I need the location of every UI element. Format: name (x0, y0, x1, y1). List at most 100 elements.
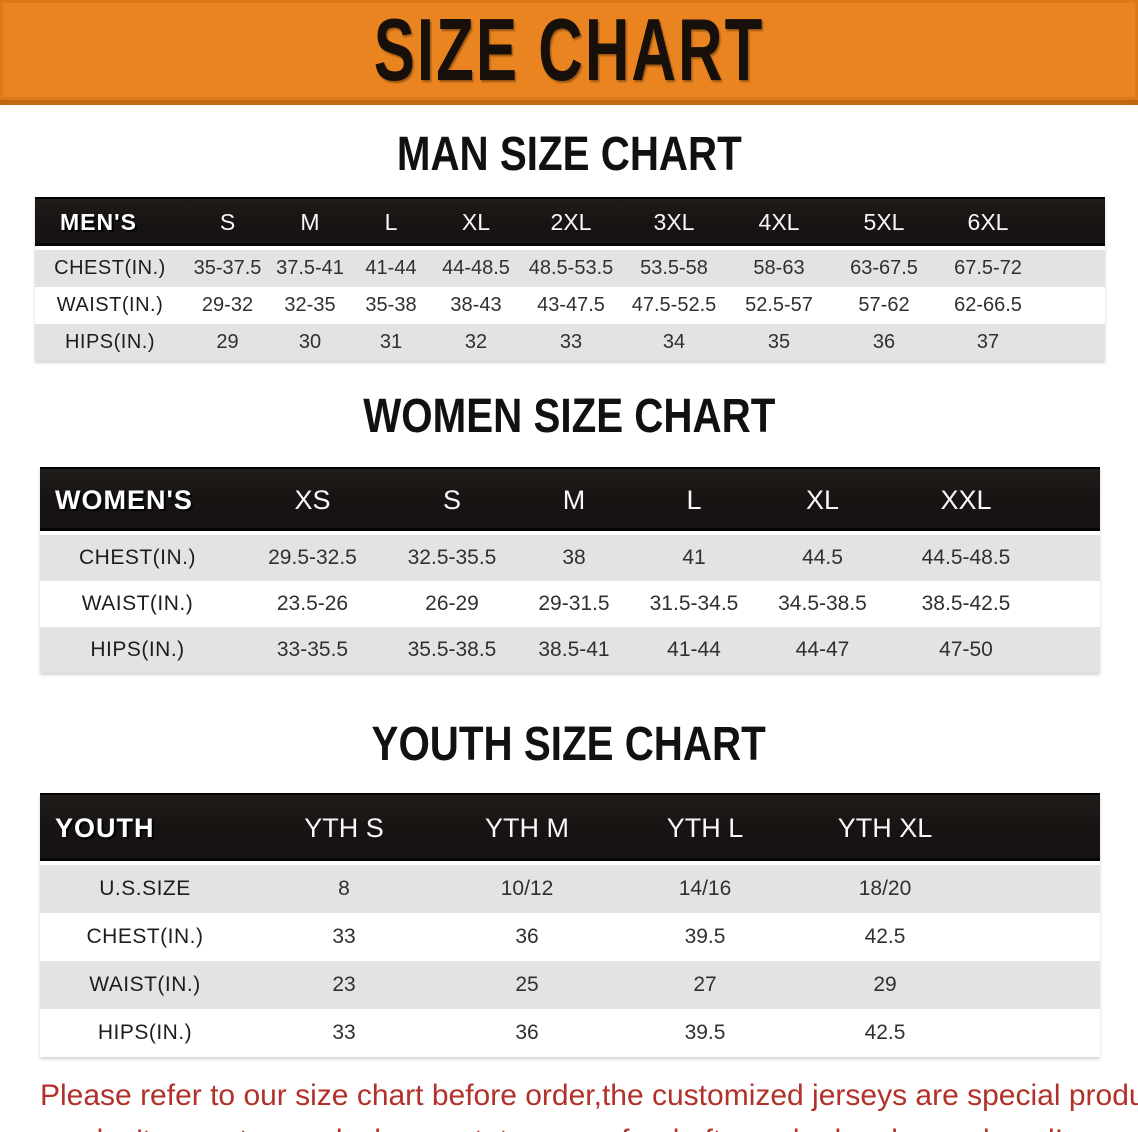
spacer-cell (976, 863, 1100, 913)
womens-header-row: WOMEN'S XS S M L XL XXL (40, 467, 1100, 535)
size-value: 29.5-32.5 (235, 533, 390, 581)
size-value: 62-66.5 (954, 294, 1022, 316)
size-value: 44.5-48.5 (891, 533, 1041, 581)
mens-corner-label: MEN'S (35, 197, 185, 250)
size-value: 25 (438, 961, 616, 1009)
size-value: 26-29 (425, 592, 479, 615)
womens-size-header: M (514, 467, 634, 535)
size-value: 67.5-72 (936, 248, 1040, 287)
spacer-cell (976, 961, 1100, 1009)
youth-size-header: YTH M (438, 793, 616, 865)
disclaimer-line-1: Please refer to our size chart before or… (40, 1079, 1138, 1112)
size-value: 36 (832, 324, 936, 361)
size-value: 47.5-52.5 (631, 294, 717, 316)
row-label: HIPS(IN.) (97, 1021, 193, 1044)
size-value: 52.5-57 (745, 294, 813, 316)
size-value: 53.5-58 (622, 248, 726, 287)
size-value: 29 (185, 324, 270, 361)
mens-size-header: 2XL (520, 197, 622, 250)
size-value: 33 (520, 324, 622, 361)
size-value: 35-37.5 (185, 248, 270, 287)
row-label: U.S.SIZE (40, 863, 250, 913)
spacer-cell (1040, 287, 1105, 324)
size-value: 39.5 (684, 1021, 726, 1044)
youth-size-table: YOUTH YTH S YTH M YTH L YTH XL U.S.SIZE … (40, 793, 1100, 1057)
spacer-cell (976, 913, 1100, 961)
size-value: 33-35.5 (235, 627, 390, 673)
womens-size-header: XXL (891, 467, 1041, 535)
size-value: 41 (634, 533, 754, 581)
youth-waist-row: WAIST(IN.) 23 25 27 29 (40, 961, 1100, 1009)
womens-size-table: WOMEN'S XS S M L XL XXL CHEST(IN.) 29.5-… (40, 467, 1100, 673)
size-value: 27 (616, 961, 794, 1009)
youth-hips-row: HIPS(IN.) 33 36 39.5 42.5 (40, 1009, 1100, 1057)
disclaimer-line-2: we don't accept cancel, change, teturn o… (40, 1118, 1138, 1132)
size-value: 37 (936, 324, 1040, 361)
youth-heading-text: YOUTH SIZE CHART (371, 718, 767, 771)
spacer-cell (1041, 533, 1100, 581)
mens-size-header: 6XL (936, 197, 1040, 250)
womens-corner-label: WOMEN'S (40, 467, 235, 535)
size-value: 32.5-35.5 (390, 533, 514, 581)
mens-size-header: 5XL (832, 197, 936, 250)
size-value: 31.5-34.5 (649, 592, 739, 615)
size-value: 38.5-42.5 (921, 592, 1011, 615)
size-value: 8 (250, 863, 438, 913)
spacer-cell (1041, 581, 1100, 627)
size-value: 34 (622, 324, 726, 361)
size-value: 36 (515, 1021, 539, 1044)
size-value: 35.5-38.5 (390, 627, 514, 673)
man-section-heading: MAN SIZE CHART (0, 105, 1138, 179)
mens-chest-row: CHEST(IN.) 35-37.5 37.5-41 41-44 44-48.5… (35, 248, 1105, 287)
row-label: HIPS(IN.) (35, 324, 185, 361)
size-value: 29 (794, 961, 976, 1009)
size-value: 63-67.5 (832, 248, 936, 287)
size-value: 58-63 (726, 248, 832, 287)
size-value: 38.5-41 (514, 627, 634, 673)
spacer-cell (976, 1009, 1100, 1057)
size-value: 44.5 (754, 533, 891, 581)
youth-ussize-row: U.S.SIZE 8 10/12 14/16 18/20 (40, 863, 1100, 913)
mens-size-table: MEN'S S M L XL 2XL 3XL 4XL 5XL 6XL CHEST… (35, 197, 1105, 361)
mens-size-header: M (270, 197, 350, 250)
size-value: 41-44 (350, 248, 432, 287)
mens-size-header: S (185, 197, 270, 250)
row-label: HIPS(IN.) (40, 627, 235, 673)
row-label: CHEST(IN.) (86, 925, 204, 948)
size-value: 18/20 (794, 863, 976, 913)
size-value: 32-35 (284, 294, 336, 316)
size-value: 37.5-41 (270, 248, 350, 287)
youth-header-row: YOUTH YTH S YTH M YTH L YTH XL (40, 793, 1100, 865)
size-value: 38-43 (450, 294, 502, 316)
size-value: 35-38 (365, 294, 417, 316)
mens-waist-row: WAIST(IN.) 29-32 32-35 35-38 38-43 43-47… (35, 287, 1105, 324)
youth-size-header: YTH L (616, 793, 794, 865)
disclaimer-text: Please refer to our size chart before or… (40, 1073, 1138, 1132)
mens-size-header: XL (432, 197, 520, 250)
size-value: 41-44 (634, 627, 754, 673)
women-heading-text: WOMEN SIZE CHART (362, 390, 776, 443)
womens-size-header: S (390, 467, 514, 535)
size-value: 44-48.5 (432, 248, 520, 287)
youth-corner-label: YOUTH (40, 793, 250, 865)
spacer-cell (1040, 197, 1105, 250)
mens-hips-row: HIPS(IN.) 29 30 31 32 33 34 35 36 37 (35, 324, 1105, 361)
size-value: 34.5-38.5 (778, 592, 867, 615)
spacer-cell (976, 793, 1100, 865)
size-value: 47-50 (891, 627, 1041, 673)
womens-size-header: XS (235, 467, 390, 535)
size-value: 48.5-53.5 (520, 248, 622, 287)
size-value: 42.5 (864, 1021, 906, 1044)
womens-waist-row: WAIST(IN.) 23.5-26 26-29 29-31.5 31.5-34… (40, 581, 1100, 627)
mens-size-header: 4XL (726, 197, 832, 250)
size-value: 23.5-26 (276, 592, 349, 615)
size-value: 33 (332, 1021, 356, 1044)
size-value: 44-47 (754, 627, 891, 673)
row-label: WAIST(IN.) (81, 592, 194, 615)
spacer-cell (1041, 467, 1100, 535)
size-value: 39.5 (684, 925, 726, 948)
size-value: 23 (250, 961, 438, 1009)
spacer-cell (1040, 248, 1105, 287)
spacer-cell (1040, 324, 1105, 361)
size-value: 38 (514, 533, 634, 581)
